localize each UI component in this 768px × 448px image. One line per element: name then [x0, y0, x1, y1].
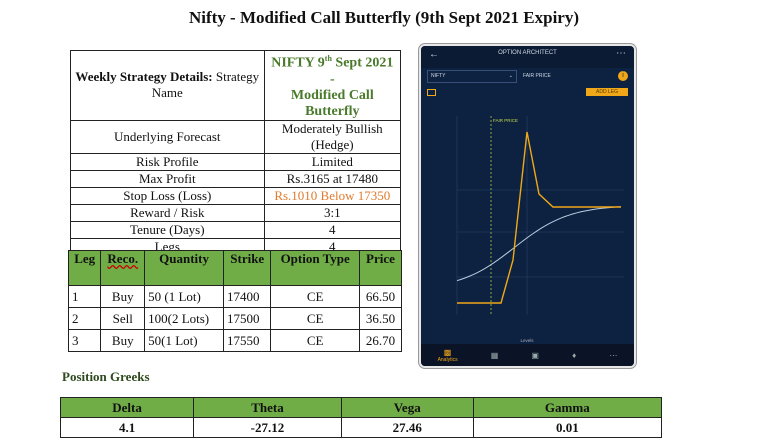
more-icon: ⋯ [609, 350, 618, 360]
table-cell: 17550 [222, 329, 272, 352]
row-value: Rs.3165 at 17480 [263, 169, 402, 188]
row-label: Stop Loss (Loss) [70, 186, 265, 205]
fair-price-label: FAIR PRICE [523, 73, 551, 79]
table-cell: 17500 [222, 307, 272, 330]
checkbox-icon [427, 88, 436, 96]
nav-analytics: ▩ Analytics [437, 347, 458, 363]
greek-header: Vega [340, 397, 474, 418]
position-greeks-title: Position Greeks [62, 369, 150, 384]
strategy-row: Max Profit Rs.3165 at 17480 [70, 169, 402, 188]
x-axis-label: Levels [520, 338, 534, 343]
strategy-details-table: Weekly Strategy Details: Strategy Name N… [70, 50, 402, 256]
app-header: ← OPTION ARCHITECT ⋯ [421, 46, 634, 68]
back-arrow-icon: ← [429, 49, 439, 60]
column-header: Option Type [270, 250, 360, 286]
table-cell: 36.50 [358, 307, 403, 330]
payoff-line [457, 131, 621, 304]
table-row: 3 Buy 50(1 Lot) 17550 CE 26.70 [67, 329, 403, 352]
analytics-icon: ▩ [443, 347, 452, 357]
table-cell: CE [270, 285, 360, 308]
more-icon: ⋯ [616, 48, 626, 59]
column-header: Quantity [144, 250, 224, 286]
strategy-row: Underlying Forecast Moderately Bullish (H… [70, 119, 402, 154]
table-row: 1 Buy 50 (1 Lot) 17400 CE 66.50 [67, 285, 403, 308]
greek-value: -27.12 [193, 417, 342, 438]
table-cell: 50 (1 Lot) [144, 285, 224, 308]
column-header: Leg [67, 250, 102, 286]
row-label: Max Profit [70, 169, 265, 188]
table-cell: 66.50 [358, 285, 403, 308]
greek-header: Gamma [472, 397, 663, 418]
column-header: Reco. [100, 250, 146, 286]
column-header: Price [358, 250, 403, 286]
app-title: OPTION ARCHITECT [498, 50, 557, 56]
table-cell: Buy [100, 329, 146, 352]
table-cell: 50(1 Lot) [144, 329, 224, 352]
row-label: Underlying Forecast [70, 119, 265, 154]
table-cell: 3 [67, 329, 102, 352]
table-cell: 26.70 [358, 329, 403, 352]
payoff-chart: FAIR PRICE Levels [456, 116, 624, 343]
strategy-row: Stop Loss (Loss) Rs.1010 Below 17350 [70, 186, 402, 205]
table-cell: 2 [67, 307, 102, 330]
greek-value: 27.46 [340, 417, 474, 438]
option-architect-screenshot: ← OPTION ARCHITECT ⋯ NIFTY ⌄ FAIR PRICE i… [419, 44, 636, 368]
column-header: Strike [222, 250, 272, 286]
table-cell: Buy [100, 285, 146, 308]
info-icon: i [618, 71, 628, 81]
bell-icon: ♦ [572, 350, 577, 360]
symbol-select: NIFTY ⌄ [427, 69, 517, 83]
greek-value: 4.1 [59, 417, 195, 438]
row-label: Reward / Risk [70, 203, 265, 222]
strategy-name-value: NIFTY 9th Sept 2021 - Modified Call Butte… [263, 50, 402, 121]
row-value: 3:1 [263, 203, 402, 222]
theoretical-curve [456, 206, 622, 282]
greek-header: Delta [59, 397, 195, 418]
basket-icon: ▣ [531, 350, 539, 360]
table-cell: Sell [100, 307, 146, 330]
fair-price-marker: FAIR PRICE [493, 118, 518, 123]
row-value: Limited [263, 152, 402, 171]
row-value: Moderately Bullish (Hedge) [263, 119, 402, 154]
row-label: Tenure (Days) [70, 220, 265, 239]
table-cell: CE [270, 329, 360, 352]
strategy-row: Reward / Risk 3:1 [70, 203, 402, 222]
row-value: 4 [263, 220, 402, 239]
row-value: Rs.1010 Below 17350 [263, 186, 402, 205]
strategy-row: Risk Profile Limited [70, 152, 402, 171]
legs-table: Leg Reco. Quantity Strike Option Type Price 1… [67, 250, 403, 352]
bottom-nav: ▩ Analytics ▦ ▣ ♦ ⋯ [421, 344, 634, 366]
table-cell: 17400 [222, 285, 272, 308]
table-cell: 1 [67, 285, 102, 308]
table-row: 2 Sell 100(2 Lots) 17500 CE 36.50 [67, 307, 403, 330]
table-cell: 100(2 Lots) [144, 307, 224, 330]
table-cell: CE [270, 307, 360, 330]
strategy-row: Tenure (Days) 4 [70, 220, 402, 239]
calculator-icon: ▦ [490, 350, 499, 360]
greek-header: Theta [193, 397, 342, 418]
page-title: Nifty - Modified Call Butterfly (9th Sep… [188, 8, 580, 27]
row-label: Risk Profile [70, 152, 265, 171]
add-leg-button: ADD LEG [586, 88, 628, 96]
strategy-name-label: Weekly Strategy Details: Strategy Name [70, 50, 265, 121]
greek-value: 0.01 [472, 417, 663, 438]
greeks-table: Delta Theta Vega Gamma 4.1 -27.12 27.46 0.01 [59, 397, 663, 438]
